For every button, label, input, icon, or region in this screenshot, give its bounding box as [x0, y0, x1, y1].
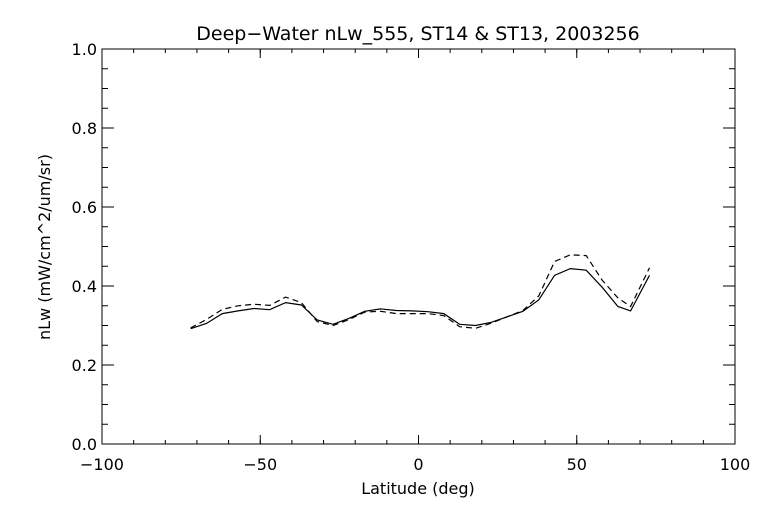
y-axis-ticks: 0.0 0.2 0.4 0.6 0.8 1.0 — [72, 40, 735, 454]
x-tick-label: 50 — [567, 455, 587, 474]
x-tick-label: −100 — [80, 455, 124, 474]
x-tick-label: −50 — [243, 455, 277, 474]
solid-series-line — [190, 267, 651, 330]
x-tick-label: 100 — [720, 455, 751, 474]
x-axis-ticks: −100 −50 0 50 100 — [80, 49, 750, 474]
y-tick-label: 0.2 — [72, 356, 97, 375]
y-tick-label: 1.0 — [72, 40, 97, 59]
chart-title: Deep−Water nLw_555, ST14 & ST13, 2003256 — [196, 23, 640, 45]
y-tick-label: 0.6 — [72, 198, 97, 217]
y-tick-label: 0.8 — [72, 119, 97, 138]
y-tick-label: 0.4 — [72, 277, 97, 296]
plot-frame — [101, 48, 736, 445]
series-layer — [190, 254, 651, 330]
y-tick-label: 0.0 — [72, 435, 97, 454]
x-tick-label: 0 — [413, 455, 423, 474]
dashed-series-line — [190, 254, 651, 329]
x-axis-label: Latitude (deg) — [361, 479, 475, 498]
y-axis-label: nLw (mW/cm^2/um/sr) — [35, 154, 54, 340]
